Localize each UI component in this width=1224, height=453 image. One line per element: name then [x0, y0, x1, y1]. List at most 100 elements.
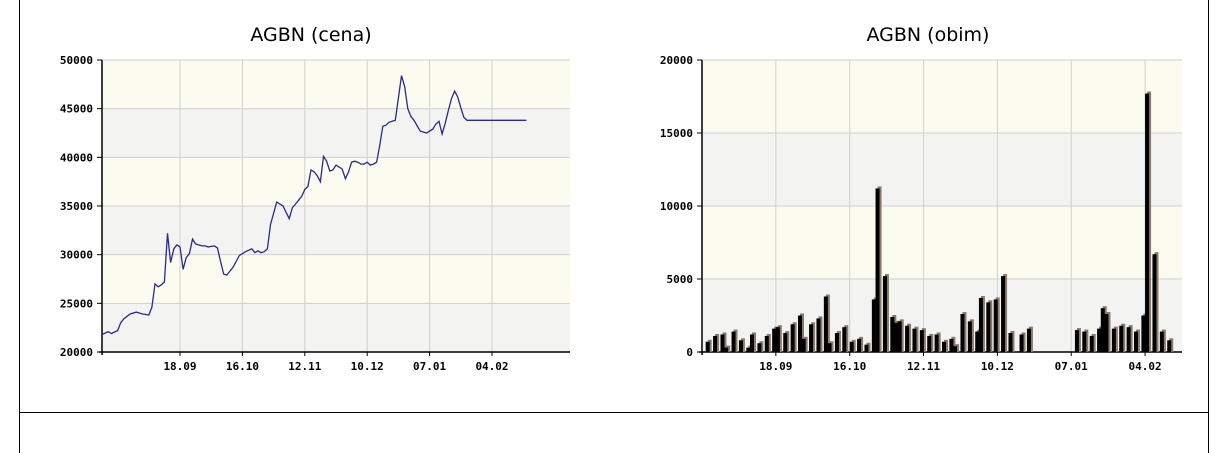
volume-bar	[842, 327, 847, 352]
volume-bar	[912, 328, 917, 352]
grid-band	[102, 60, 570, 109]
separator-line	[19, 412, 1209, 413]
y-tick-label: 20000	[660, 54, 693, 67]
volume-bar	[857, 338, 862, 352]
volume-bar	[783, 333, 788, 352]
x-tick-label: 10.12	[351, 360, 384, 373]
volume-bar-shadow	[1028, 326, 1033, 352]
volume-bar	[1089, 335, 1094, 352]
volume-bar	[713, 335, 718, 352]
volume-bar	[905, 325, 910, 352]
volume-bar-shadow	[740, 338, 745, 352]
volume-bar	[882, 276, 887, 352]
x-tick-label: 12.11	[907, 360, 940, 373]
volume-bar-shadow	[921, 328, 926, 352]
volume-bar	[1001, 276, 1006, 352]
grid-band	[102, 303, 570, 352]
volume-bar	[798, 315, 802, 352]
volume-bar-shadow	[1076, 328, 1081, 352]
volume-bar	[919, 330, 924, 352]
x-tick-label: 04.02	[1129, 360, 1162, 373]
volume-bar	[816, 318, 821, 352]
grid-band	[102, 254, 570, 304]
volume-bar	[790, 324, 795, 352]
volume-bar	[934, 334, 939, 352]
volume-bar	[1159, 331, 1164, 352]
volume-bar	[1104, 314, 1109, 352]
y-tick-label: 25000	[60, 297, 93, 310]
volume-bar	[1074, 330, 1079, 352]
chart-title: AGBN (obim)	[867, 24, 990, 46]
volume-bar	[897, 321, 902, 352]
volume-bar	[775, 327, 780, 352]
volume-bar	[949, 338, 954, 352]
y-tick-label: 50000	[60, 54, 93, 67]
grid-band	[702, 206, 1182, 279]
volume-bar	[731, 331, 736, 352]
volume-bar-shadow	[803, 336, 808, 352]
x-tick-label: 04.02	[475, 360, 508, 373]
volume-bar	[1126, 327, 1131, 352]
volume-bar	[746, 347, 751, 352]
grid-band	[102, 108, 570, 158]
volume-bar	[1082, 331, 1087, 352]
x-tick-label: 16.10	[833, 360, 866, 373]
volume-bar	[978, 297, 983, 352]
y-tick-label: 5000	[667, 273, 694, 286]
volume-bar	[849, 341, 854, 352]
volume-bar	[960, 314, 965, 352]
volume-bar-shadow	[777, 325, 782, 352]
volume-bar	[967, 321, 972, 352]
grid-band	[102, 206, 570, 255]
volume-bar	[823, 296, 828, 352]
x-tick-label: 12.11	[288, 360, 321, 373]
volume-bar	[1167, 340, 1172, 352]
volume-bar	[890, 316, 895, 352]
volume-bar-shadow	[884, 274, 889, 352]
volume-bar-shadow	[980, 295, 985, 352]
volume-bar	[993, 299, 998, 352]
volume-bar	[986, 302, 991, 352]
volume-bar	[864, 344, 869, 352]
x-tick-label: 16.10	[226, 360, 259, 373]
volume-bar	[1008, 333, 1013, 352]
volume-bar	[1111, 328, 1116, 352]
volume-bar-shadow	[726, 345, 731, 352]
volume-bar	[1141, 315, 1146, 352]
volume-bar	[942, 341, 946, 352]
volume-bar	[1134, 331, 1138, 352]
volume-bar	[1019, 334, 1024, 352]
volume-bar	[724, 347, 729, 352]
volume-bar-shadow	[1161, 329, 1166, 352]
volume-bar	[1119, 325, 1124, 352]
volume-bar-shadow	[825, 294, 830, 352]
volume-bar	[927, 335, 932, 352]
volume-bar	[871, 299, 876, 352]
x-tick-label: 07.01	[1055, 360, 1088, 373]
volume-bar-shadow	[1091, 333, 1096, 352]
volume-bar-shadow	[722, 332, 727, 352]
volume-bar-shadow	[818, 316, 823, 352]
x-tick-label: 18.09	[759, 360, 792, 373]
volume-bar	[894, 322, 898, 352]
price-chart: AGBN (cena) 20000 25000 30000 35000 40000 450…	[60, 24, 570, 373]
volume-bar-shadow	[969, 319, 974, 352]
price-series-line	[101, 75, 527, 336]
grid-band	[702, 60, 1182, 133]
y-tick-label: 20000	[60, 346, 93, 359]
volume-bar	[757, 343, 762, 352]
volume-bar-shadow	[836, 331, 841, 352]
volume-bar	[1026, 328, 1031, 352]
x-tick-label: 07.01	[413, 360, 446, 373]
volume-bar-shadow	[1113, 326, 1118, 352]
volume-bar	[738, 340, 743, 352]
volume-bar	[975, 331, 980, 352]
y-tick-label: 45000	[60, 103, 93, 116]
y-tick-label: 15000	[660, 127, 693, 140]
volume-bar-shadow	[866, 342, 871, 352]
volume-bar	[750, 334, 754, 352]
x-tick-label: 18.09	[163, 360, 196, 373]
y-tick-label: 0	[686, 346, 693, 359]
volume-bar	[705, 341, 710, 352]
